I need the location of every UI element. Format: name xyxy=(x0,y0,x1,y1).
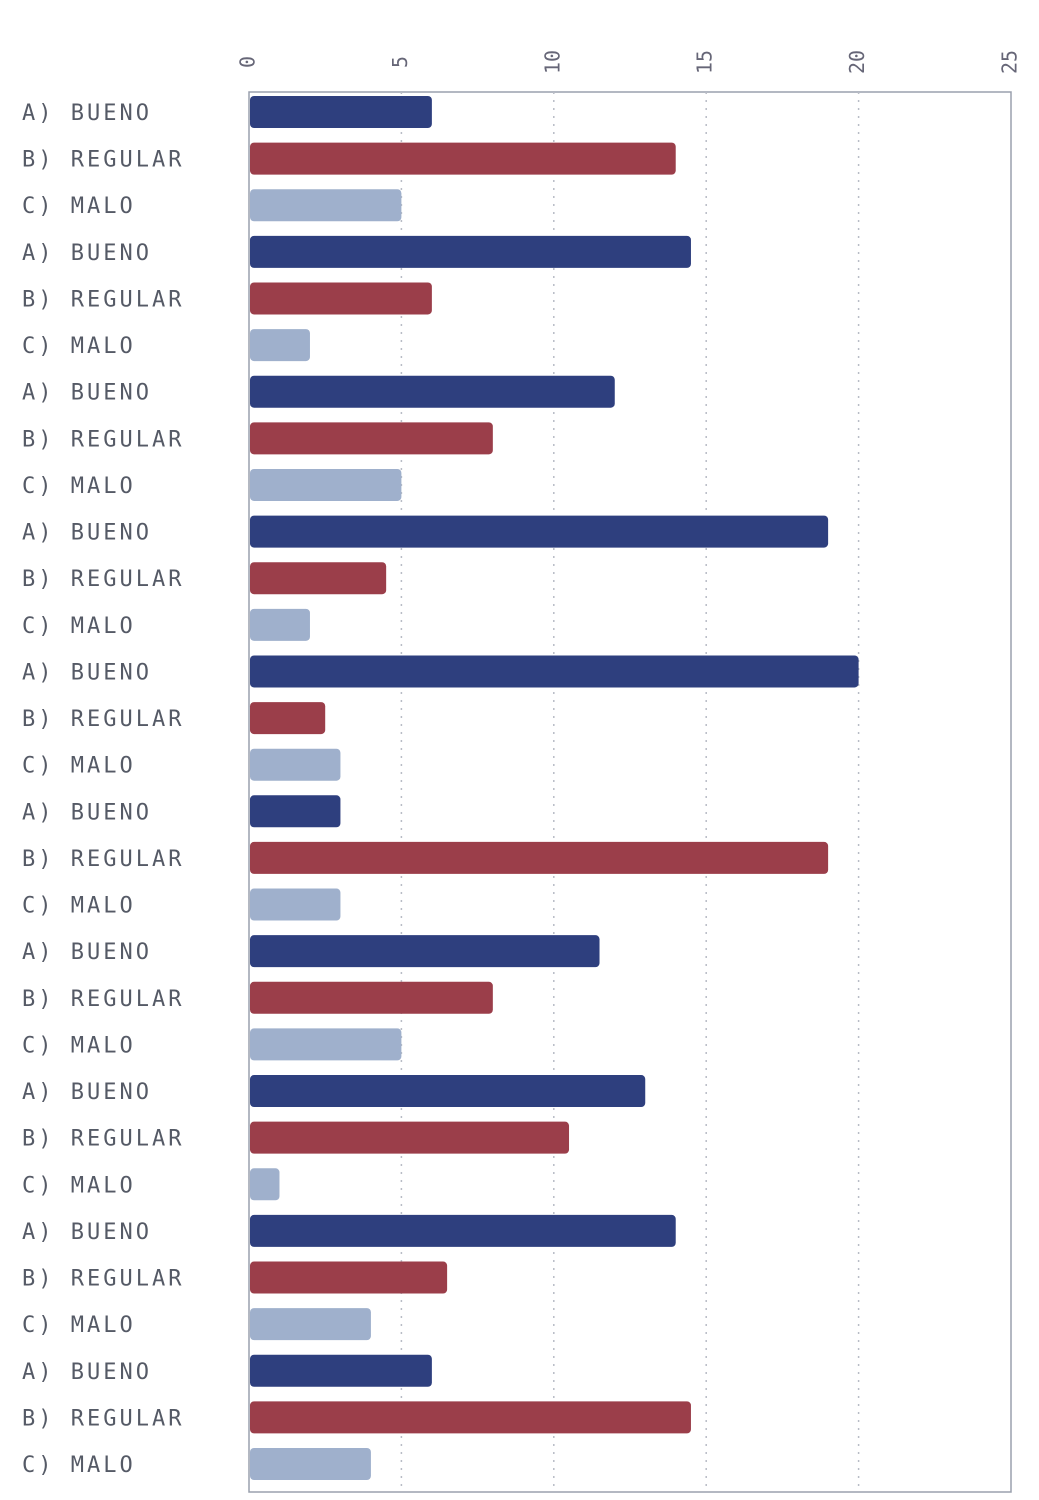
bar xyxy=(250,515,829,548)
category-label: C) MALO xyxy=(22,194,136,219)
bar xyxy=(250,1354,432,1387)
bar xyxy=(250,888,341,921)
label-layer: A) BUENO B) REGULAR C) MALO A) BUENO B) REGU… xyxy=(22,101,184,1478)
tick-layer: 0 5 10 15 20 25 xyxy=(236,50,1022,74)
x-tick-label: 15 xyxy=(693,50,717,74)
category-label: C) MALO xyxy=(22,894,136,919)
x-tick-label: 0 xyxy=(236,56,260,68)
category-label: B) REGULAR xyxy=(22,1127,184,1152)
bar xyxy=(250,841,829,874)
category-label: A) BUENO xyxy=(22,660,152,685)
bar xyxy=(250,282,432,315)
bar xyxy=(250,329,310,362)
x-tick-label: 20 xyxy=(845,50,869,74)
bar xyxy=(250,142,676,175)
x-tick-label: 10 xyxy=(540,50,564,74)
category-label: B) REGULAR xyxy=(22,427,184,452)
bar xyxy=(250,562,387,595)
category-label: B) REGULAR xyxy=(22,1267,184,1292)
category-label: B) REGULAR xyxy=(22,707,184,732)
bar xyxy=(250,1075,646,1108)
category-label: A) BUENO xyxy=(22,101,152,126)
bar xyxy=(250,96,432,128)
bar xyxy=(250,1308,371,1341)
bar xyxy=(250,1214,676,1247)
bar xyxy=(250,375,615,408)
category-label: C) MALO xyxy=(22,334,136,359)
category-label: C) MALO xyxy=(22,1313,136,1338)
bar xyxy=(250,1121,570,1154)
bar xyxy=(250,1261,448,1294)
category-label: C) MALO xyxy=(22,614,136,639)
bar xyxy=(250,702,326,735)
x-tick-label: 25 xyxy=(998,50,1022,74)
category-label: C) MALO xyxy=(22,754,136,779)
category-label: C) MALO xyxy=(22,1173,136,1198)
bar xyxy=(250,655,859,688)
category-label: A) BUENO xyxy=(22,241,152,266)
category-label: B) REGULAR xyxy=(22,987,184,1012)
bar xyxy=(250,468,402,501)
bar xyxy=(250,189,402,222)
bar xyxy=(250,1448,371,1480)
category-label: A) BUENO xyxy=(22,1080,152,1105)
bar xyxy=(250,235,691,268)
bar-layer xyxy=(250,96,859,1480)
category-label: C) MALO xyxy=(22,474,136,499)
x-tick-label: 5 xyxy=(388,56,412,68)
bar xyxy=(250,1028,402,1061)
category-label: A) BUENO xyxy=(22,1360,152,1385)
category-label: A) BUENO xyxy=(22,1220,152,1245)
category-label: B) REGULAR xyxy=(22,1406,184,1431)
category-label: A) BUENO xyxy=(22,381,152,406)
bar xyxy=(250,981,493,1014)
bar xyxy=(250,1401,691,1434)
category-label: A) BUENO xyxy=(22,940,152,965)
category-label: B) REGULAR xyxy=(22,287,184,312)
grid-layer xyxy=(248,91,1012,1493)
bar xyxy=(250,1168,280,1201)
bar xyxy=(250,935,600,968)
bar xyxy=(250,748,341,781)
bar xyxy=(250,608,310,641)
category-label: A) BUENO xyxy=(22,521,152,546)
bar xyxy=(250,795,341,828)
category-label: A) BUENO xyxy=(22,800,152,825)
category-label: B) REGULAR xyxy=(22,847,184,872)
plot-frame xyxy=(248,91,1012,1493)
category-label: B) REGULAR xyxy=(22,567,184,592)
bar xyxy=(250,422,493,455)
category-label: C) MALO xyxy=(22,1453,136,1478)
category-label: C) MALO xyxy=(22,1033,136,1058)
category-label: B) REGULAR xyxy=(22,148,184,173)
